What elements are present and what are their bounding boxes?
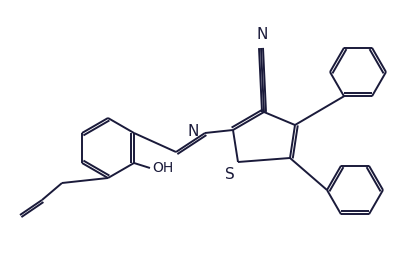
- Text: N: N: [188, 124, 199, 139]
- Text: OH: OH: [152, 161, 173, 175]
- Text: N: N: [256, 27, 267, 42]
- Text: S: S: [225, 167, 235, 182]
